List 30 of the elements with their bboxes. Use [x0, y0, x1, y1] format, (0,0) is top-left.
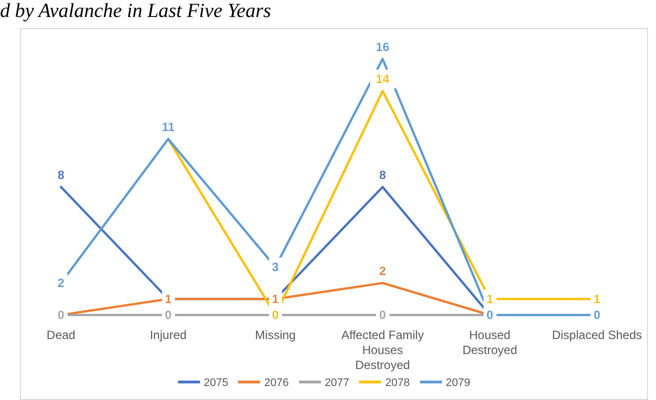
x-tick-label: Housed Destroyed — [462, 328, 518, 357]
x-tick-label: Displaced Sheds — [552, 328, 642, 342]
data-label: 0 — [486, 308, 494, 322]
data-label: 0 — [594, 308, 601, 322]
data-label: 16 — [376, 40, 390, 54]
legend-label: 2078 — [385, 377, 410, 390]
legend-label: 2076 — [264, 377, 289, 390]
data-label: 0 — [272, 308, 280, 322]
x-tick-label: Affected Family Houses Destroyed — [341, 328, 424, 372]
data-label: 2 — [379, 264, 386, 278]
data-label: 11 — [162, 120, 175, 134]
data-label: 2 — [58, 276, 65, 290]
data-label: 3 — [272, 260, 280, 274]
data-label: 1 — [272, 292, 280, 306]
data-label: 1 — [486, 292, 494, 306]
data-label: 0 — [164, 308, 172, 322]
data-label: 14 — [376, 72, 390, 86]
legend-label: 2075 — [204, 377, 228, 390]
legend-label: 2077 — [324, 377, 350, 390]
legend-label: 2079 — [446, 377, 470, 390]
data-label: 1 — [164, 292, 172, 306]
data-label: 1 — [594, 292, 601, 306]
x-tick-label: Dead — [46, 328, 76, 342]
data-label: 0 — [379, 308, 386, 322]
x-tick-label: Missing — [255, 328, 296, 342]
data-label: 8 — [379, 168, 386, 182]
data-label: 0 — [58, 308, 65, 322]
x-tick-label: Injured — [150, 328, 187, 342]
data-label: 8 — [58, 168, 65, 182]
chart-title: d by Avalanche in Last Five Years — [0, 0, 272, 23]
